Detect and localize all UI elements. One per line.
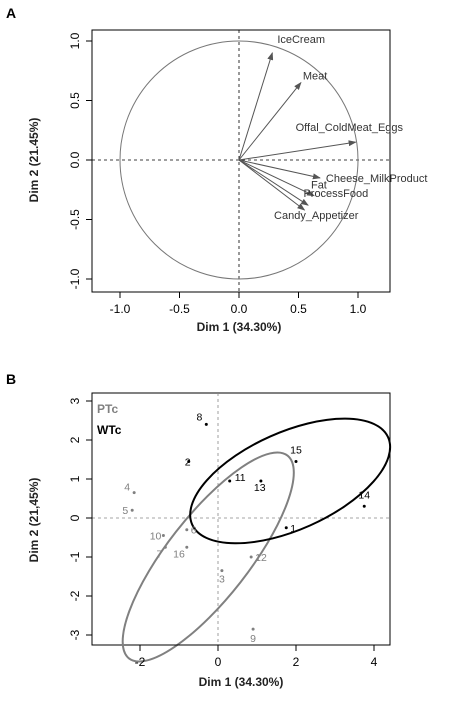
panel-a-y-tick-label: 0.5	[68, 92, 82, 109]
panel-b-x-tick-label: -2	[135, 655, 146, 669]
point-ptc-10	[161, 534, 165, 538]
point-wtc-2	[187, 459, 191, 463]
ellipse-ptc	[121, 451, 295, 663]
point-ptc-9	[251, 627, 255, 631]
vector-label-meat: Meat	[303, 71, 327, 83]
panel-a: A IceCream Meat Offal_ColdMeat_Eggs Cheese_…	[6, 5, 427, 334]
legend-wtc: WTc	[97, 423, 122, 437]
panel-a-label: A	[6, 5, 16, 21]
point-ptc-16	[185, 545, 189, 549]
ellipse-wtc	[189, 417, 392, 545]
point-label-9: 9	[250, 633, 256, 645]
vector-arrow-offal-coldmeat-eggs	[238, 140, 357, 161]
point-ptc-5	[130, 508, 134, 512]
vector-label-fat: Fat	[311, 180, 327, 192]
point-ptc-6	[185, 528, 189, 532]
vector-label-candy-appetizer: Candy_Appetizer	[274, 210, 359, 222]
point-wtc-13	[259, 479, 263, 483]
point-label-4: 4	[124, 482, 130, 494]
point-label-11: 11	[235, 472, 246, 484]
point-wtc-15	[294, 459, 298, 463]
panel-a-x-tick-label: 1.0	[350, 302, 367, 316]
point-label-5: 5	[122, 505, 128, 517]
point-ptc-3	[220, 569, 224, 573]
panel-a-y-tick-label: -1.0	[68, 268, 82, 289]
legend-ptc: PTc	[97, 402, 118, 416]
panel-a-x-axis-title: Dim 1 (34.30%)	[197, 320, 282, 334]
panel-a-x-tick-label: -0.5	[169, 302, 190, 316]
panel-b-y-tick-label: -2	[68, 590, 82, 601]
point-label-13: 13	[254, 482, 266, 494]
point-label-8: 8	[196, 411, 202, 423]
point-label-1: 1	[290, 523, 296, 535]
panel-b-x-tick-label: 4	[371, 655, 378, 669]
panel-a-y-tick-label: 0.0	[68, 151, 82, 168]
point-label-12: 12	[255, 552, 267, 564]
panel-b-y-tick-label: -1	[68, 551, 82, 562]
point-wtc-14	[362, 504, 366, 508]
vector-label-cheese-milkproduct: Cheese_MilkProduct	[326, 173, 428, 185]
vector-arrow-fat	[238, 159, 315, 197]
point-ptc-7	[163, 545, 167, 549]
panel-b-x-axis-title: Dim 1 (34.30%)	[199, 675, 284, 689]
point-label-10: 10	[150, 531, 162, 543]
point-label-3: 3	[219, 574, 225, 586]
point-label-14: 14	[358, 489, 370, 501]
panel-b-x-tick-label: 0	[215, 655, 222, 669]
panel-a-y-axis-title: Dim 2 (21.45%)	[27, 118, 41, 203]
point-ptc-12	[249, 555, 253, 559]
panel-b-y-axis-title: Dim 2 (21,45%)	[27, 478, 41, 563]
point-label-2: 2	[185, 456, 191, 468]
panel-a-y-tick-label: -0.5	[68, 209, 82, 230]
point-label-7: 7	[157, 548, 163, 560]
point-ptc-4	[132, 491, 136, 495]
panel-a-y-tick-label: 1.0	[68, 32, 82, 49]
panel-b-plot-frame	[91, 392, 391, 646]
panel-b-y-tick-label: 0	[68, 514, 82, 521]
vector-arrow-processfood	[238, 159, 306, 211]
vector-arrow-candy-appetizer	[238, 159, 309, 206]
point-wtc-11	[228, 479, 232, 483]
panel-a-x-tick-label: -1.0	[110, 302, 131, 316]
vector-arrow-cheese-milkproduct	[238, 159, 321, 180]
point-label-16: 16	[173, 548, 185, 560]
point-wtc-1	[284, 526, 288, 530]
vector-arrow-icecream	[238, 51, 274, 161]
panel-a-x-tick-label: 0.5	[290, 302, 307, 316]
correlation-circle	[119, 40, 359, 280]
vector-label-processfood: ProcessFood	[303, 188, 368, 200]
point-label-6: 6	[191, 525, 197, 537]
panel-b-x-tick-label: 2	[293, 655, 300, 669]
panel-a-x-tick-label: 0.0	[231, 302, 248, 316]
panel-b-y-tick-label: 1	[68, 475, 82, 482]
vector-label-icecream: IceCream	[277, 34, 325, 46]
point-label-15: 15	[290, 444, 302, 456]
panel-b-label: B	[6, 371, 16, 387]
panel-b-y-tick-label: -3	[68, 629, 82, 640]
point-wtc-8	[204, 422, 208, 426]
panel-b-y-tick-label: 2	[68, 436, 82, 443]
vector-label-offal-coldmeat-eggs: Offal_ColdMeat_Eggs	[296, 122, 404, 134]
panel-b-y-tick-label: 3	[68, 397, 82, 404]
vector-arrow-meat	[238, 81, 302, 161]
